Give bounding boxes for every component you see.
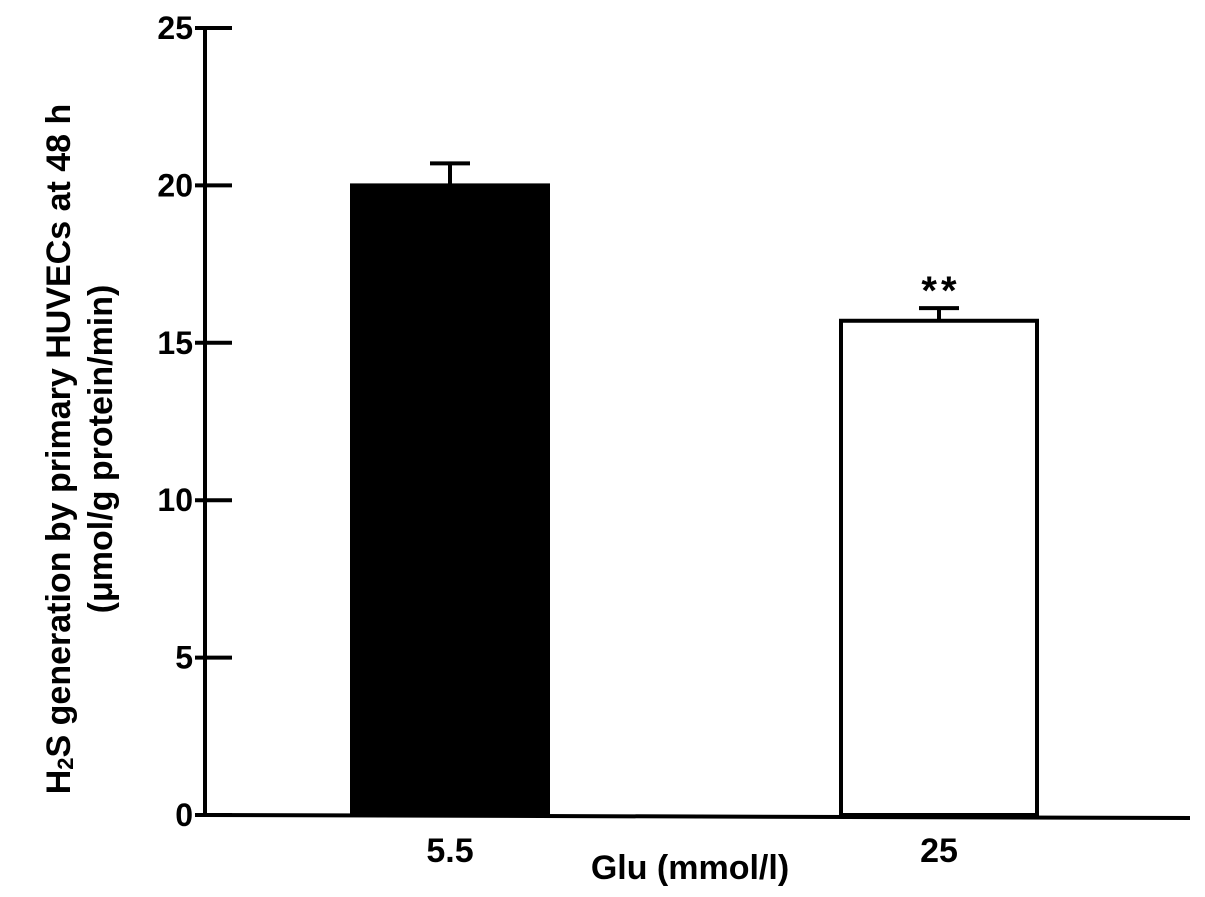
x-tick-labels: 5.5 25 [426, 832, 958, 870]
bars: ** [350, 161, 1039, 817]
y-tick-label: 0 [175, 797, 193, 833]
y-axis-title-line2: (μmol/g protein/min) [82, 285, 120, 614]
y-tick-label: 10 [157, 482, 193, 518]
y-tick-label: 15 [157, 325, 193, 361]
significance-label: ** [921, 269, 960, 313]
y-ticks: 0 5 10 15 20 25 [157, 10, 232, 833]
bar [350, 183, 550, 817]
y-axis-title-pre: H [40, 770, 78, 795]
x-tick-label: 5.5 [426, 832, 473, 870]
y-axis-title-line1: H2S generation by primary HUVECs at 48 h [40, 104, 78, 795]
bar [839, 318, 1039, 817]
x-tick-label: 25 [920, 832, 958, 870]
y-axis-title: H2S generation by primary HUVECs at 48 h… [40, 104, 120, 795]
y-tick-label: 25 [157, 10, 193, 46]
y-axis-title-post: S generation by primary HUVECs at 48 h [40, 104, 78, 758]
x-axis-title: Glu (mmol/l) [591, 849, 789, 887]
y-tick-label: 20 [157, 167, 193, 203]
y-axis-title-subscript: 2 [53, 757, 78, 769]
y-tick-label: 5 [175, 640, 193, 676]
